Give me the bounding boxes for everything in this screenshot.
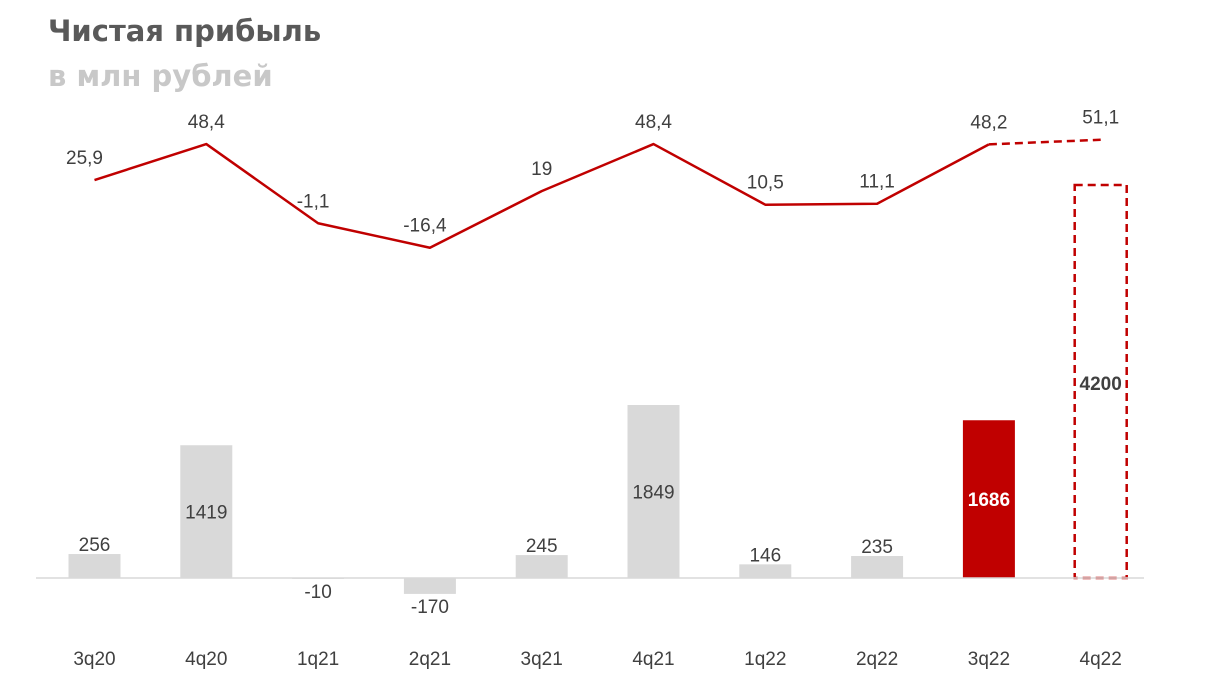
- bar-3q20: [68, 554, 121, 578]
- line-value-label: 48,4: [635, 112, 672, 133]
- x-tick-label: 3q20: [73, 649, 115, 670]
- x-tick-label: 3q22: [968, 649, 1010, 670]
- bar-3q22: [962, 420, 1015, 578]
- x-tick-label: 1q22: [744, 649, 786, 670]
- chart-title: Чистая прибыль: [48, 14, 322, 48]
- line-value-label: 51,1: [1082, 108, 1119, 129]
- bar-value-label: 256: [79, 535, 111, 556]
- bar-1q22: [739, 564, 792, 578]
- chart-subtitle: в млн рублей: [48, 59, 273, 93]
- bar-value-label: -10: [304, 582, 331, 603]
- bar-value-label: 245: [526, 536, 558, 557]
- bar-2q22: [851, 556, 904, 578]
- line-series: [94, 142, 990, 249]
- bar-value-label: 1419: [185, 503, 227, 524]
- bar-value-label: 235: [861, 537, 893, 558]
- bar-value-label: 146: [749, 545, 781, 566]
- line-value-label: 48,2: [970, 112, 1007, 133]
- bar-value-label: 4200: [1080, 374, 1122, 395]
- x-tick-label: 2q22: [856, 649, 898, 670]
- x-tick-label: 4q21: [632, 649, 674, 670]
- bar-value-label: 1686: [968, 490, 1010, 511]
- bar-3q21: [515, 555, 568, 578]
- line-value-label: 25,9: [66, 148, 103, 169]
- x-tick-label: 3q21: [521, 649, 563, 670]
- bar-value-label: -170: [411, 597, 449, 618]
- x-tick-label: 2q21: [409, 649, 451, 670]
- line-value-label: 19: [531, 159, 552, 180]
- line-value-label: 10,5: [747, 173, 784, 194]
- line-value-label: -16,4: [403, 216, 447, 237]
- line-value-label: 11,1: [859, 172, 895, 193]
- line-value-label: 48,4: [188, 112, 225, 133]
- line-value-label: -1,1: [297, 191, 330, 212]
- x-tick-label: 4q20: [185, 649, 227, 670]
- bar-2q21: [403, 578, 456, 594]
- bar-4q21: [627, 405, 680, 578]
- x-tick-label: 1q21: [297, 649, 339, 670]
- x-tick-label: 4q22: [1080, 649, 1122, 670]
- bar-4q20: [180, 445, 233, 578]
- line-series-forecast: [988, 138, 1101, 146]
- bar-value-label: 1849: [632, 483, 674, 504]
